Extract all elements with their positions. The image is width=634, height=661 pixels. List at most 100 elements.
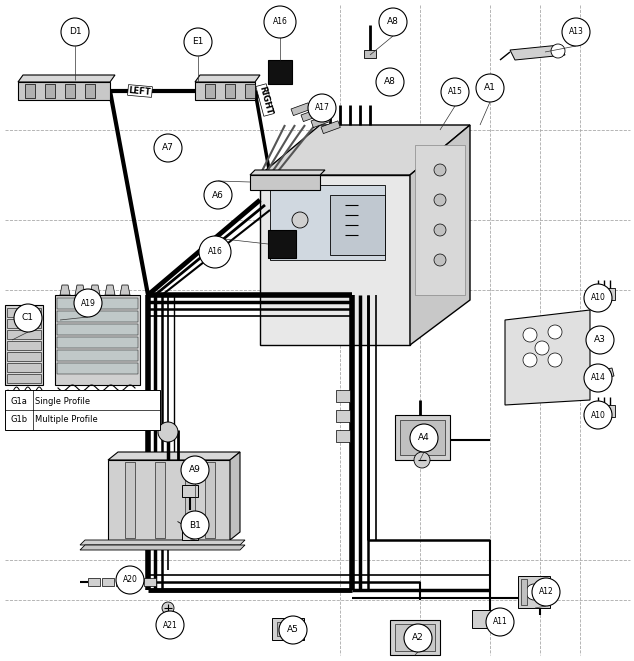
Circle shape [434,254,446,266]
Polygon shape [120,285,130,295]
Circle shape [264,6,296,38]
Bar [225,84,235,98]
Bar [155,462,165,538]
Circle shape [584,364,612,392]
Polygon shape [195,82,255,100]
Circle shape [184,28,212,56]
Circle shape [532,578,560,606]
Bar [57,363,138,374]
Bar [336,390,350,402]
Circle shape [14,304,42,332]
Bar [88,578,100,586]
Bar [395,624,435,651]
Text: A14: A14 [590,373,605,383]
Circle shape [414,452,430,468]
Bar [205,462,215,538]
Bar [7,363,41,372]
Circle shape [204,181,232,209]
Circle shape [486,608,514,636]
Bar [57,324,138,335]
Circle shape [434,164,446,176]
Bar [268,230,296,258]
Circle shape [116,566,144,594]
Polygon shape [75,285,85,295]
Text: A17: A17 [314,104,330,112]
Circle shape [308,94,336,122]
Bar [65,84,75,98]
Bar [272,618,304,640]
Circle shape [199,236,231,268]
Bar [182,485,198,497]
Bar [336,430,350,442]
Bar [364,50,376,58]
Circle shape [548,325,562,339]
Polygon shape [18,75,115,82]
Polygon shape [90,285,100,295]
Text: A20: A20 [122,576,138,584]
Text: LEFT: LEFT [129,85,152,97]
Polygon shape [592,368,614,380]
Text: A16: A16 [273,17,287,26]
Circle shape [17,397,27,407]
Circle shape [441,78,469,106]
Text: A9: A9 [189,465,201,475]
Polygon shape [250,170,325,175]
Circle shape [476,74,504,102]
Bar [7,319,41,328]
Circle shape [584,401,612,429]
Polygon shape [260,125,470,175]
Bar [521,579,527,605]
Text: A1: A1 [484,83,496,93]
Circle shape [181,456,209,484]
Text: A13: A13 [569,28,583,36]
Polygon shape [260,175,410,345]
Bar [268,60,292,84]
Bar [55,295,140,385]
Circle shape [158,422,178,442]
Circle shape [584,284,612,312]
Bar [182,530,198,540]
Text: A12: A12 [539,588,553,596]
Circle shape [376,68,404,96]
Bar [7,308,41,317]
Bar [5,305,43,385]
Circle shape [74,289,102,317]
Circle shape [404,624,432,652]
Polygon shape [410,125,470,345]
Text: A4: A4 [418,434,430,442]
Circle shape [61,18,89,46]
Circle shape [279,616,307,644]
Bar [130,578,142,586]
Text: D1: D1 [68,28,81,36]
Text: A15: A15 [448,87,462,97]
Polygon shape [108,452,240,460]
Polygon shape [415,145,465,295]
Bar [45,84,55,98]
Text: Single Profile: Single Profile [35,397,90,407]
Text: A19: A19 [81,299,96,307]
Text: RIGHT: RIGHT [257,85,273,115]
Polygon shape [510,45,565,60]
Bar [185,462,195,538]
Bar [57,337,138,348]
Bar [400,420,445,455]
Text: A8: A8 [387,17,399,26]
Polygon shape [595,405,615,417]
Bar [7,330,41,339]
Text: A21: A21 [163,621,178,629]
Circle shape [523,353,537,367]
Text: G1b: G1b [10,416,27,424]
Bar [291,103,310,116]
Bar [472,610,507,628]
Polygon shape [595,288,615,300]
Bar [57,350,138,361]
Text: A10: A10 [590,410,605,420]
Circle shape [292,212,308,228]
Bar [245,84,255,98]
Polygon shape [18,82,110,100]
Circle shape [156,611,184,639]
Bar [336,410,350,422]
Bar [518,576,550,608]
Circle shape [551,44,565,58]
Bar [301,109,320,122]
